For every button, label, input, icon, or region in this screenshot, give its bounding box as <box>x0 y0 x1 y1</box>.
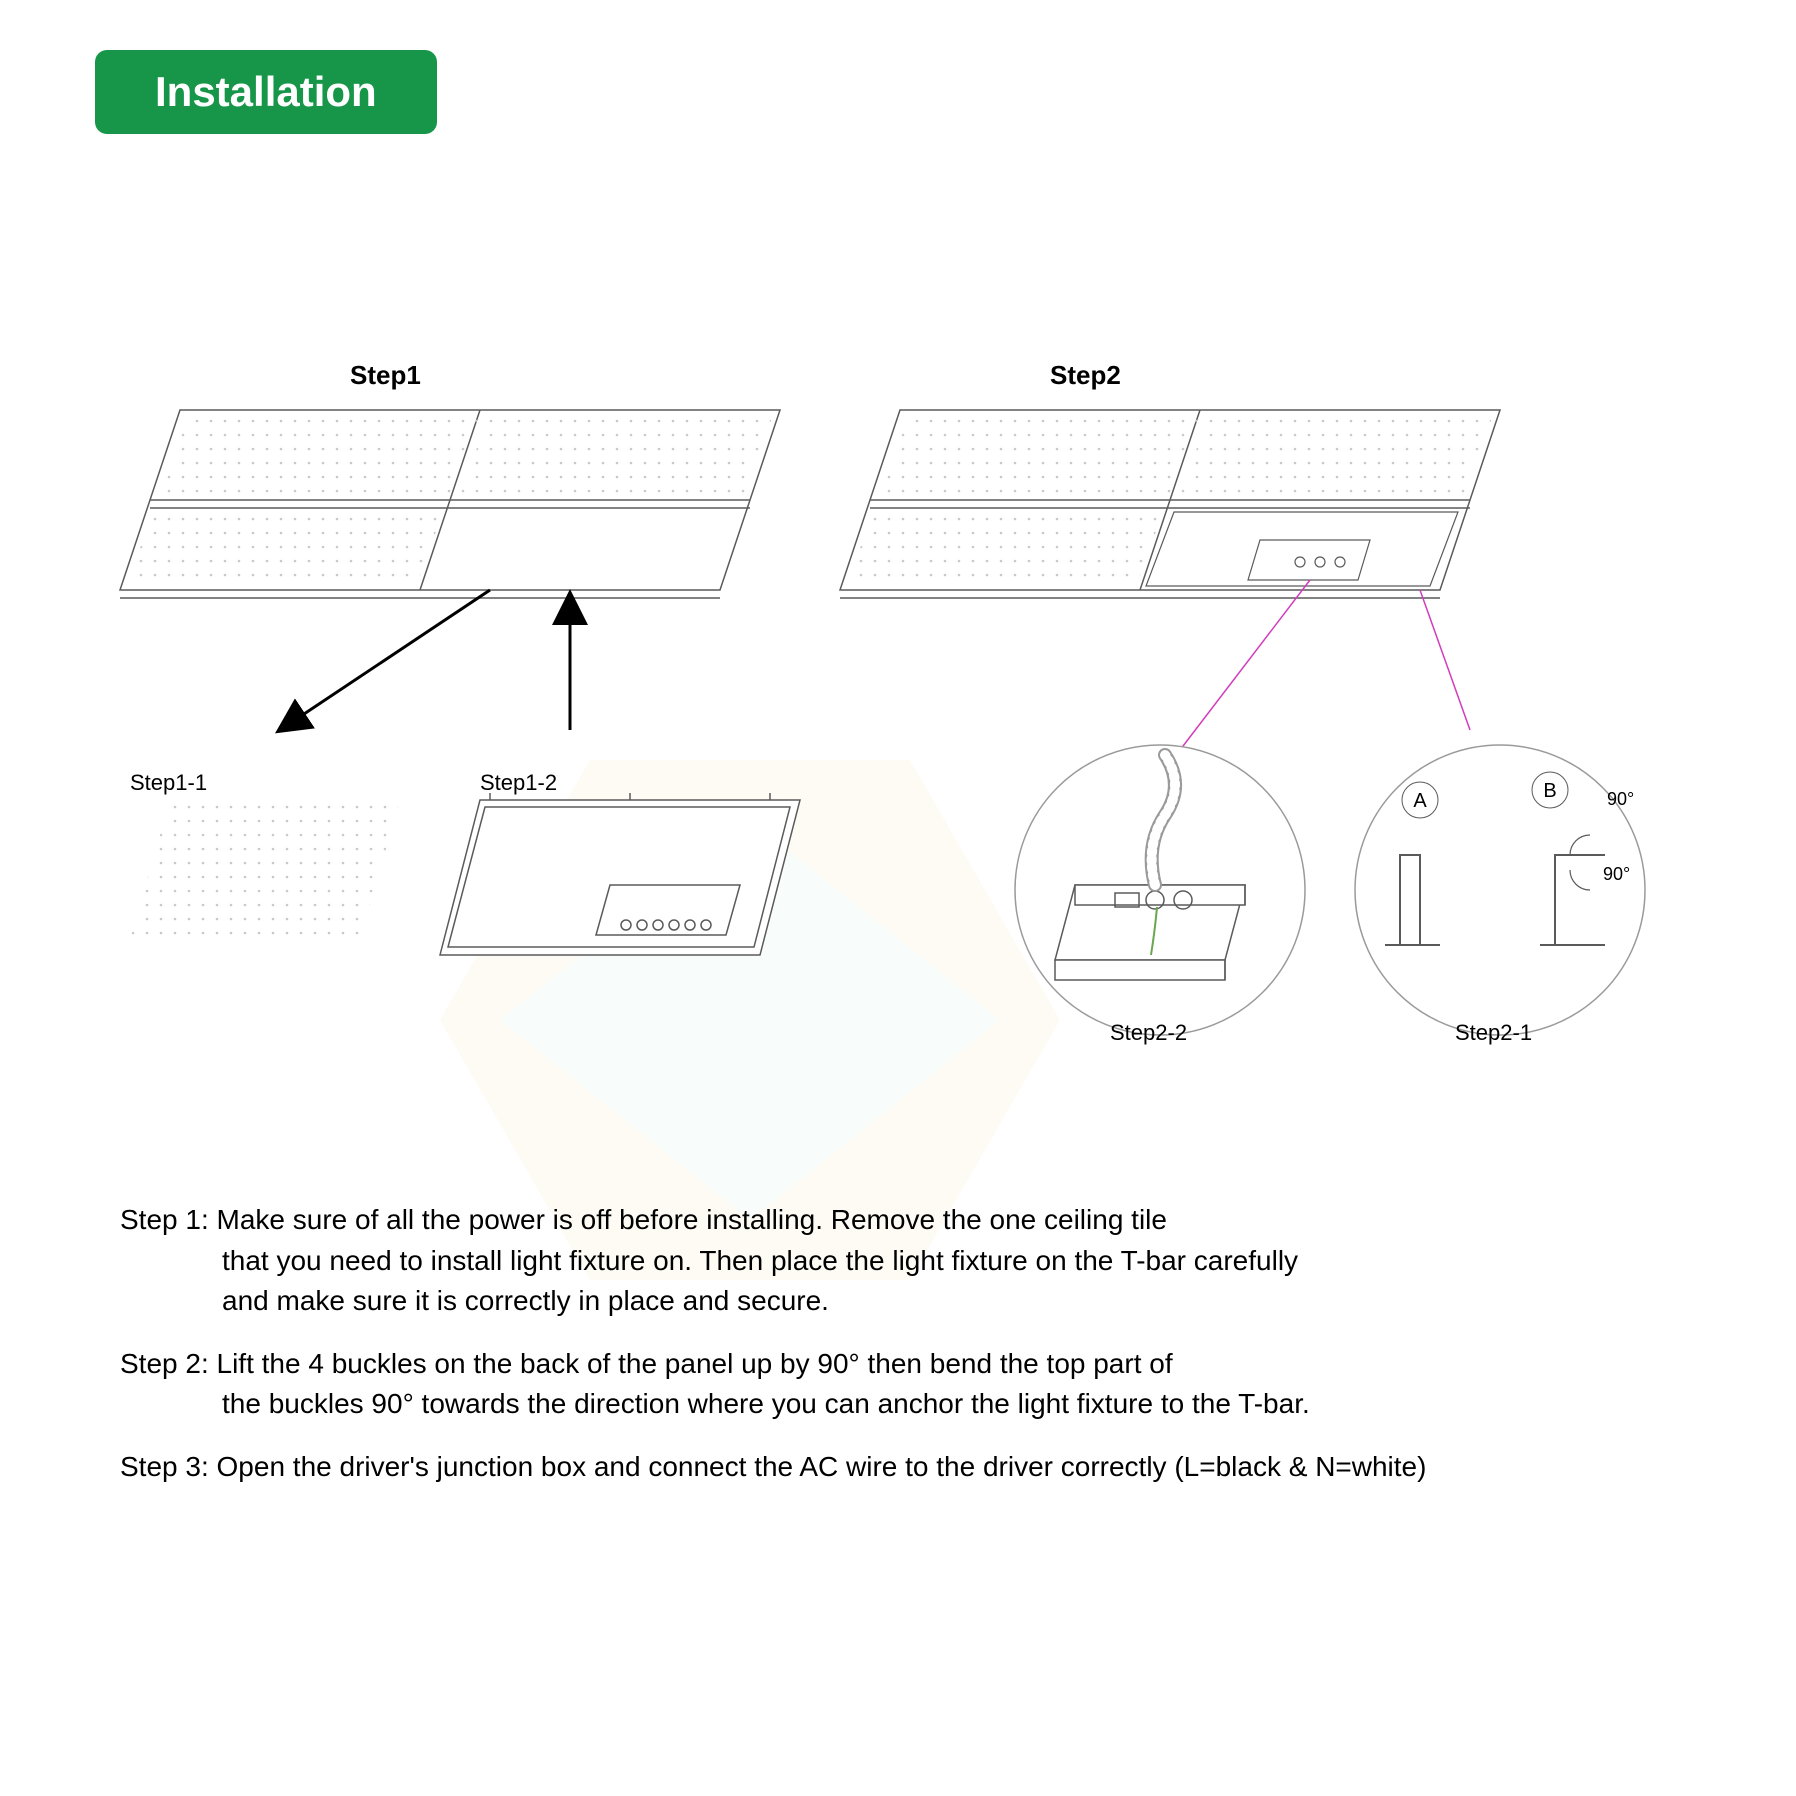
step1-line2: that you need to install light fixture o… <box>120 1241 1680 1282</box>
step2-line1: Lift the 4 buckles on the back of the pa… <box>217 1348 1173 1379</box>
step2-line2: the buckles 90° towards the direction wh… <box>120 1384 1680 1425</box>
step1-2-fixture <box>430 785 810 975</box>
step1-line3: and make sure it is correctly in place a… <box>120 1281 1680 1322</box>
section-title-text: Installation <box>155 68 377 115</box>
instruction-step-3: Step 3: Open the driver's junction box a… <box>120 1447 1680 1488</box>
label-step2: Step2 <box>1050 360 1121 391</box>
step3-line1: Open the driver's junction box and conne… <box>217 1451 1427 1482</box>
step1-label: Step 1: <box>120 1204 217 1235</box>
label-B: B <box>1543 780 1556 802</box>
instruction-text-block: Step 1: Make sure of all the power is of… <box>120 1200 1680 1510</box>
step2-label: Step 2: <box>120 1348 217 1379</box>
label-step2-2: Step2-2 <box>1110 1020 1187 1046</box>
installation-diagram: Step1 Step2 <box>110 390 1690 1070</box>
step1-1-tile <box>130 790 410 950</box>
label-A: A <box>1413 790 1427 812</box>
ninety-side: 90° <box>1603 864 1630 884</box>
step2-1-detail: A B 90° 90° <box>1345 735 1655 1045</box>
label-step1: Step1 <box>350 360 421 391</box>
section-title-badge: Installation <box>95 50 437 134</box>
ninety-top: 90° <box>1607 789 1634 809</box>
step1-line1: Make sure of all the power is off before… <box>217 1204 1167 1235</box>
step1-arrows <box>200 580 720 770</box>
instruction-step-2: Step 2: Lift the 4 buckles on the back o… <box>120 1344 1680 1425</box>
step3-label: Step 3: <box>120 1451 217 1482</box>
label-step2-1: Step2-1 <box>1455 1020 1532 1046</box>
step2-2-detail <box>1005 735 1315 1045</box>
instruction-step-1: Step 1: Make sure of all the power is of… <box>120 1200 1680 1322</box>
